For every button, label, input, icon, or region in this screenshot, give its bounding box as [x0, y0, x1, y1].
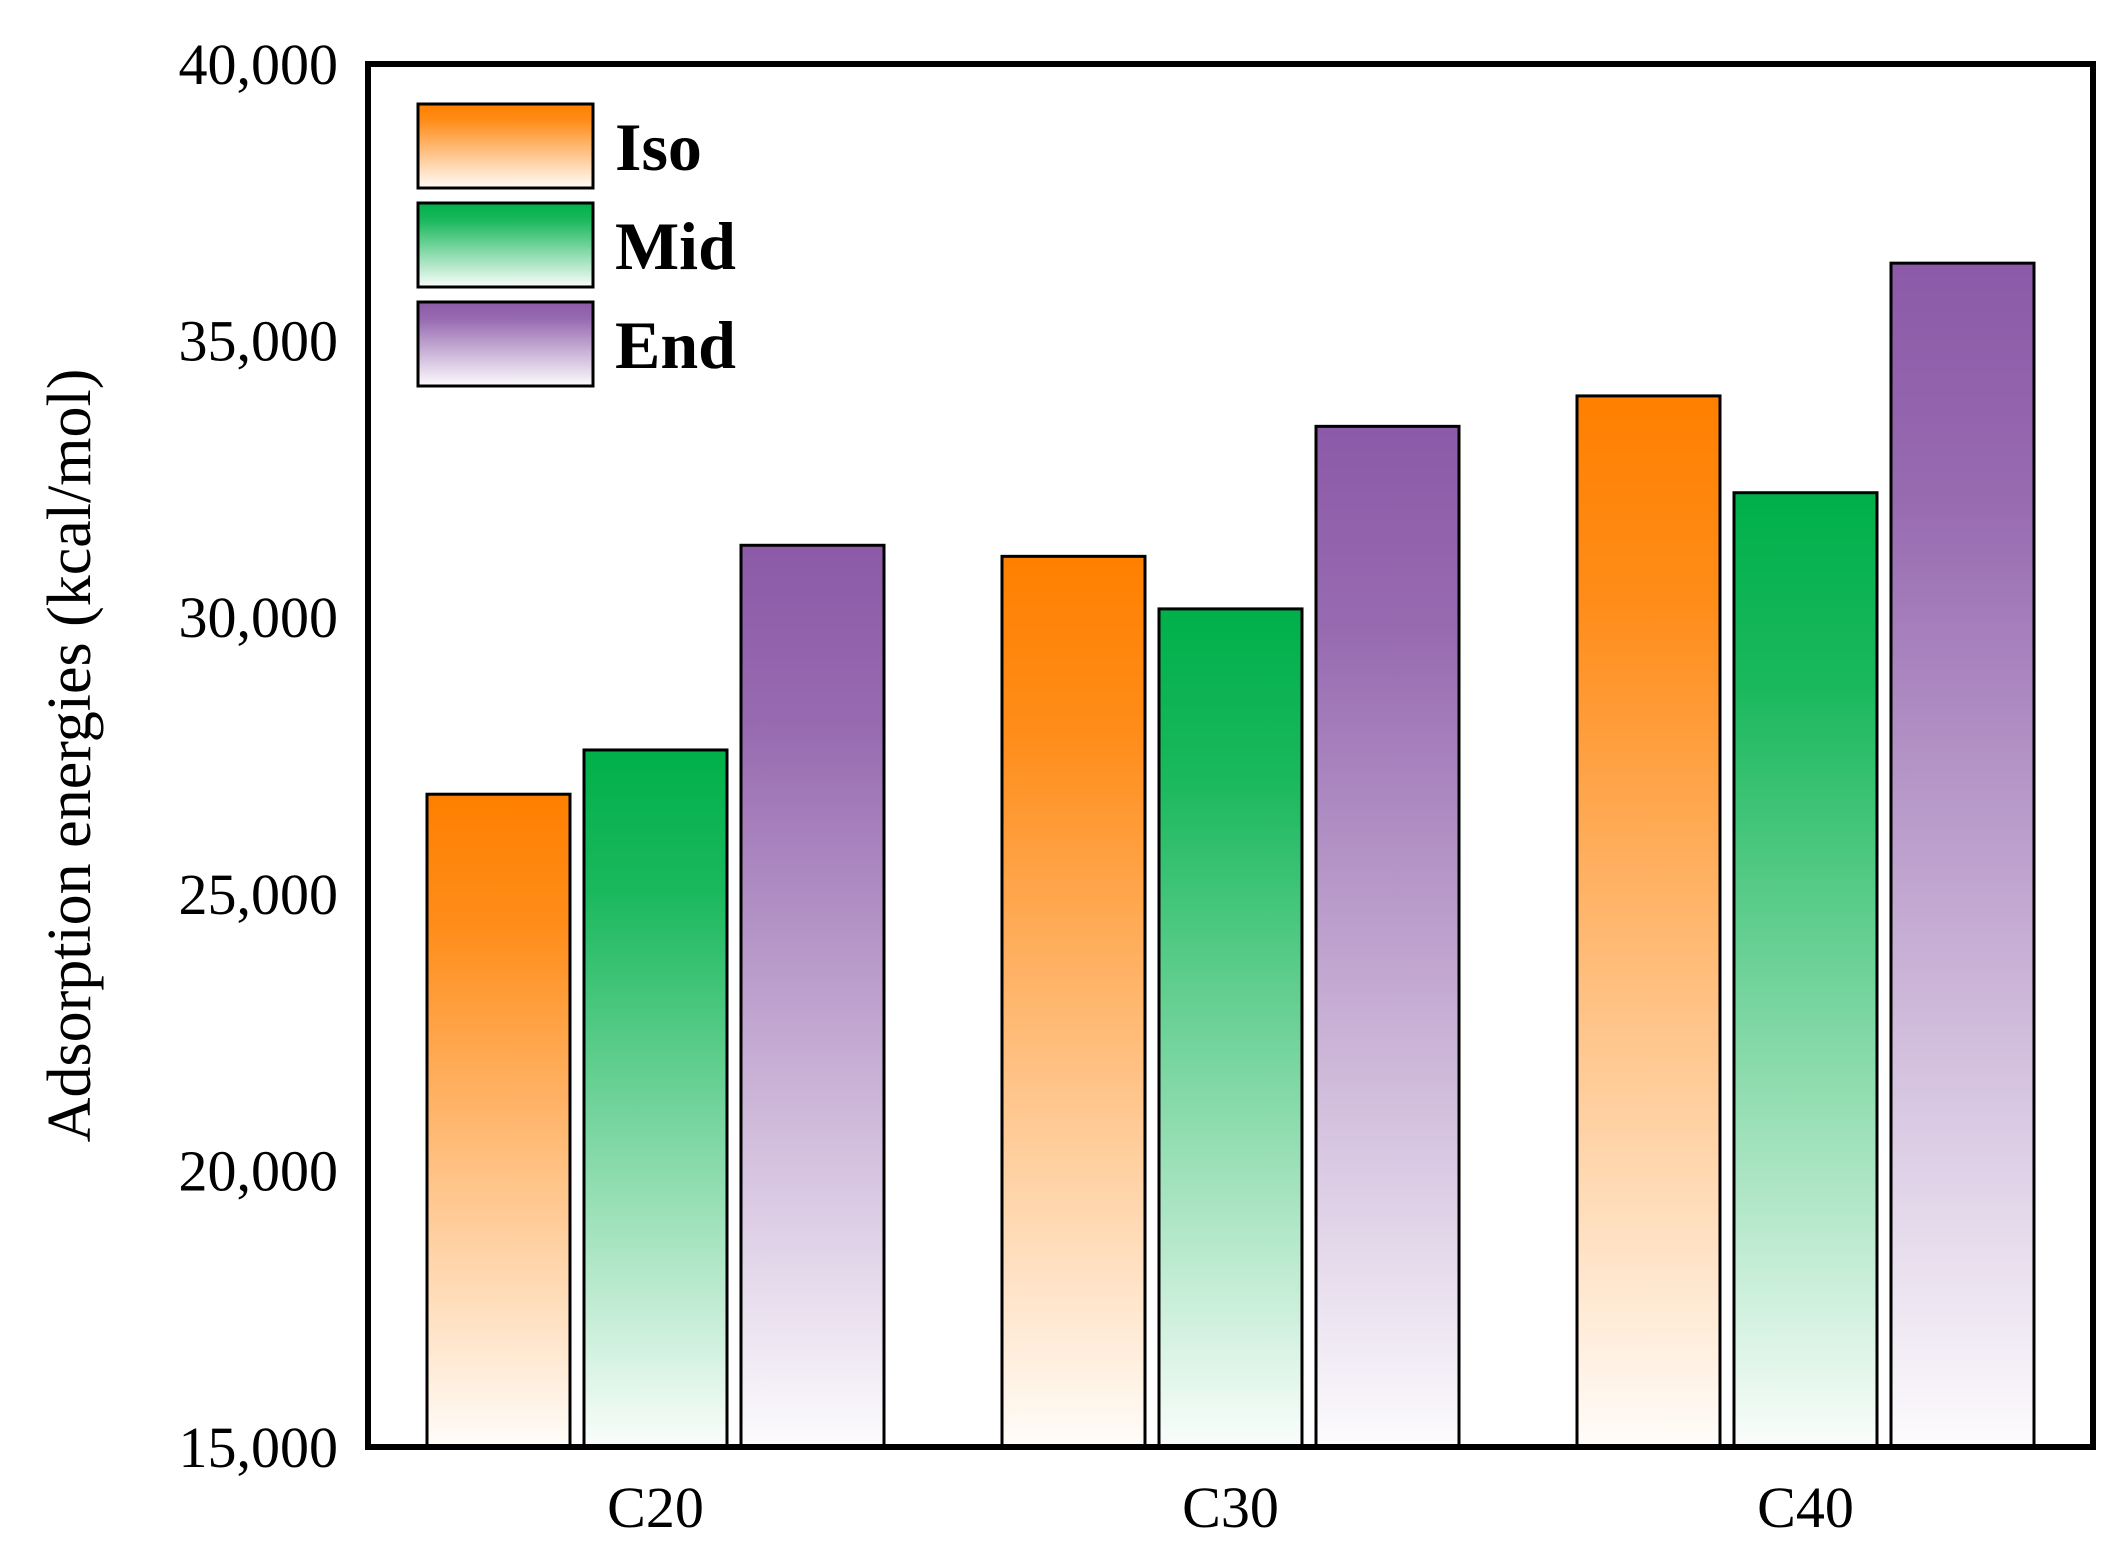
legend-label-mid: Mid [615, 208, 736, 284]
y-tick-label: 30,000 [179, 585, 339, 650]
legend-swatch-mid [416, 201, 595, 289]
y-tick-label: 15,000 [179, 1415, 339, 1480]
y-tick-label: 20,000 [179, 1138, 339, 1203]
bar-end-c20 [739, 543, 886, 1449]
bar-mid-c40 [1732, 491, 1879, 1449]
legend: Iso Mid End [416, 102, 736, 388]
bar-end-c30 [1314, 424, 1461, 1449]
legend-swatch-iso [416, 102, 595, 190]
y-tick-label: 35,000 [179, 309, 339, 374]
bar-mid-c30 [1157, 607, 1304, 1449]
x-tick-label: C20 [607, 1475, 704, 1540]
bar-iso-c20 [425, 792, 572, 1449]
x-axis: C20 C30 C40 [607, 1475, 1854, 1540]
x-tick-label: C40 [1757, 1475, 1854, 1540]
bar-mid-c20 [582, 748, 729, 1449]
bar-iso-c40 [1575, 394, 1722, 1449]
bars-layer [425, 261, 2036, 1449]
y-tick-label: 40,000 [179, 32, 339, 97]
y-axis-title: Adsorption energies (kcal/mol) [36, 369, 104, 1143]
bar-iso-c30 [1000, 554, 1147, 1449]
legend-label-iso: Iso [615, 109, 702, 185]
x-tick-label: C30 [1182, 1475, 1279, 1540]
y-tick-label: 25,000 [179, 862, 339, 927]
legend-swatch-end [416, 300, 595, 388]
y-axis: 15,000 20,000 25,000 30,000 35,000 40,000 [179, 32, 339, 1480]
plot-frame [365, 61, 2096, 1450]
bar-end-c40 [1889, 261, 2036, 1449]
legend-label-end: End [615, 307, 736, 383]
